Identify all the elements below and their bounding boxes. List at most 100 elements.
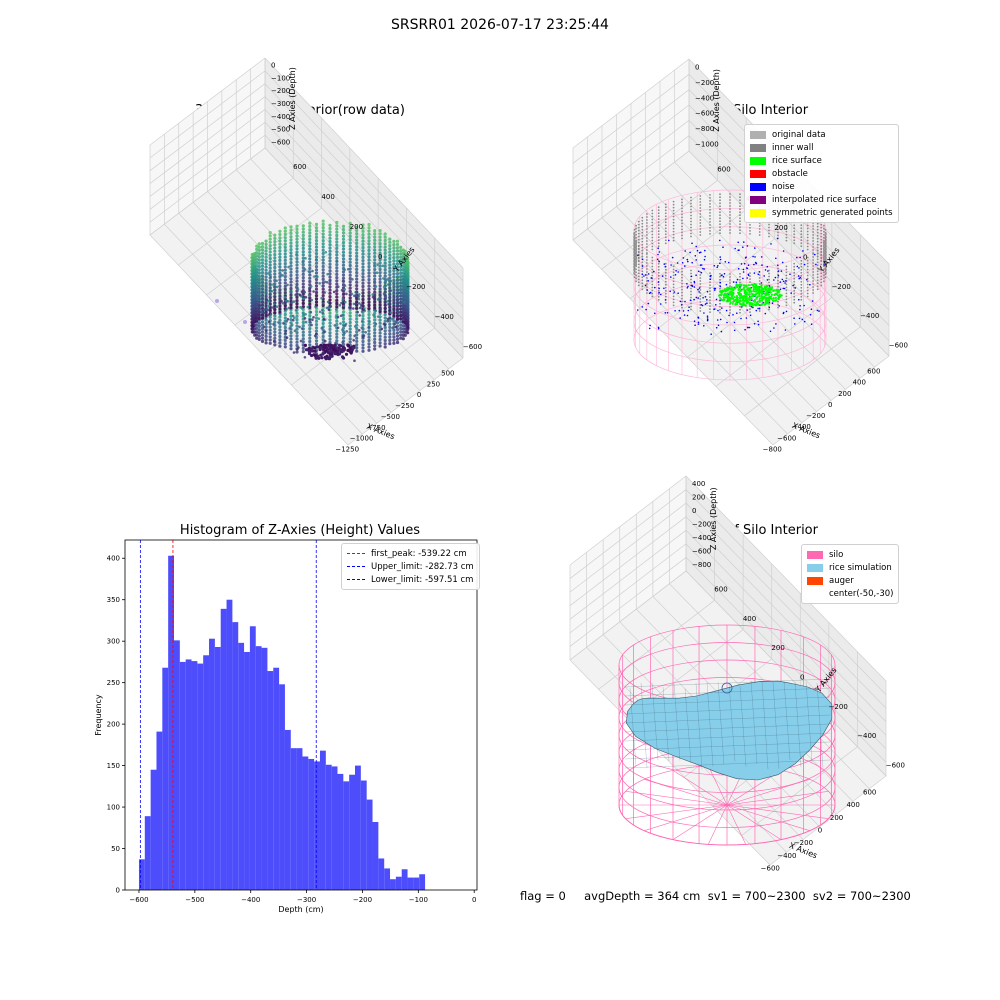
data-point — [295, 231, 299, 235]
data-point — [367, 316, 371, 320]
data-point — [264, 271, 268, 276]
y-tick-label: 400 — [743, 615, 756, 623]
data-point — [268, 260, 272, 264]
data-point — [361, 346, 365, 350]
data-point — [314, 326, 319, 330]
data-point — [295, 244, 299, 248]
data-point — [257, 316, 261, 321]
data-point — [289, 314, 293, 318]
data-point — [355, 336, 359, 340]
data-point — [348, 324, 352, 328]
data-point — [268, 279, 272, 283]
data-point — [257, 274, 261, 278]
data-point — [289, 231, 293, 235]
data-point — [295, 250, 299, 254]
data-point — [255, 312, 259, 316]
data-point — [378, 331, 382, 335]
data-point — [260, 296, 265, 301]
data-point — [289, 283, 293, 287]
grid-line — [264, 96, 464, 307]
data-point — [295, 331, 299, 335]
data-point — [273, 333, 277, 337]
data-point — [273, 246, 277, 250]
data-point — [383, 332, 387, 336]
data-point — [289, 334, 293, 338]
data-point — [388, 322, 392, 326]
data-point — [283, 232, 287, 236]
data-point — [257, 300, 261, 304]
data-point — [257, 245, 261, 249]
data-point — [283, 316, 287, 320]
data-point — [283, 255, 287, 259]
data-point — [321, 321, 325, 326]
data-point — [260, 300, 265, 304]
legend-item-rice-simulation: rice simulation — [807, 561, 893, 574]
grid-line — [264, 83, 464, 294]
data-point — [268, 315, 272, 319]
data-point — [268, 231, 272, 235]
data-point — [273, 285, 277, 289]
data-point — [289, 248, 293, 252]
data-point — [355, 343, 359, 347]
data-point — [335, 319, 339, 323]
data-point — [361, 343, 365, 347]
data-point — [361, 339, 365, 344]
data-point — [255, 257, 259, 261]
data-point — [260, 320, 265, 324]
data-point — [273, 240, 277, 244]
data-point — [283, 239, 287, 243]
data-point — [250, 330, 254, 334]
data-point — [278, 297, 282, 301]
data-point — [378, 341, 382, 345]
data-point — [295, 343, 299, 348]
data-point — [289, 311, 293, 315]
data-point — [295, 334, 299, 338]
data-point — [295, 273, 299, 277]
data-point — [348, 333, 352, 338]
data-point — [392, 328, 396, 332]
data-point — [373, 331, 377, 335]
grid-line — [149, 70, 266, 159]
data-point — [264, 259, 268, 263]
y-tick-label: −200 — [829, 703, 848, 711]
data-point — [328, 314, 332, 319]
data-point — [260, 339, 265, 343]
data-point — [367, 335, 371, 339]
data-point — [289, 340, 293, 344]
data-point — [268, 269, 272, 274]
data-point — [314, 339, 319, 343]
data-point — [328, 327, 332, 331]
data-point — [289, 337, 293, 341]
data-point — [289, 280, 293, 284]
data-point — [264, 341, 268, 345]
data-point — [260, 251, 265, 255]
data-point — [295, 350, 299, 354]
data-point — [264, 255, 268, 259]
data-point — [395, 337, 400, 341]
data-point — [399, 333, 403, 337]
data-point — [278, 236, 282, 240]
data-point — [328, 324, 332, 328]
data-point — [341, 342, 346, 347]
data-point — [295, 266, 299, 270]
data-point — [392, 332, 396, 336]
data-point — [273, 291, 277, 295]
panel4-legend: silo rice simulation auger center(-50,-3… — [801, 544, 900, 604]
data-point — [255, 260, 259, 264]
data-point — [260, 245, 265, 249]
data-point — [395, 327, 400, 332]
data-point — [264, 265, 268, 269]
data-point — [361, 314, 365, 318]
grid-line — [149, 109, 266, 197]
data-point — [278, 325, 282, 329]
data-point — [250, 327, 254, 331]
data-point — [255, 319, 259, 323]
data-point — [388, 325, 392, 329]
legend-item-auger: auger — [807, 574, 893, 587]
data-point — [278, 265, 282, 269]
data-point — [278, 252, 282, 256]
data-point — [283, 325, 287, 330]
data-point — [361, 330, 365, 334]
data-point — [278, 341, 282, 345]
